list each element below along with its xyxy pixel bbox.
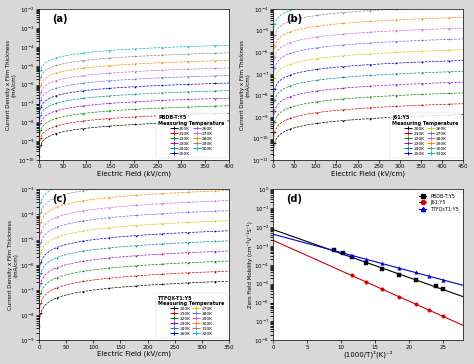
Legend: PBDB-T:Y5, J61:Y5, TTFQsT1:Y5: PBDB-T:Y5, J61:Y5, TTFQsT1:Y5 [417, 192, 461, 213]
Y-axis label: Current Density x Film Thickness
(mA/cm): Current Density x Film Thickness (mA/cm) [6, 40, 17, 130]
Y-axis label: Current Density x Film Thickness
(mA/cm): Current Density x Film Thickness (mA/cm) [240, 40, 251, 130]
Legend: 200K, 210K, 220K, 230K, 240K, 250K, 260K, 270K, 280K, 290K, 300K, 310K: 200K, 210K, 220K, 230K, 240K, 250K, 260K… [390, 113, 461, 158]
X-axis label: Electric Field (kV/cm): Electric Field (kV/cm) [331, 171, 405, 177]
Legend: 200K, 210K, 220K, 230K, 240K, 250K, 260K, 270K, 280K, 290K, 300K: 200K, 210K, 220K, 230K, 240K, 250K, 260K… [156, 113, 227, 158]
Text: (c): (c) [52, 194, 67, 204]
Text: (a): (a) [52, 13, 68, 24]
X-axis label: (1000/T)²(K)⁻²: (1000/T)²(K)⁻² [343, 351, 393, 359]
Y-axis label: Zero Field Mobility (cm⁻²V⁻¹S⁻¹): Zero Field Mobility (cm⁻²V⁻¹S⁻¹) [247, 221, 253, 308]
Y-axis label: Current Density x Film Thickness
(mA/cm): Current Density x Film Thickness (mA/cm) [8, 220, 19, 310]
Legend: 200K, 210K, 220K, 230K, 240K, 260K, 270K, 280K, 290K, 300K, 310K, 320K: 200K, 210K, 220K, 230K, 240K, 260K, 270K… [156, 293, 227, 338]
X-axis label: Electric Field (kV/cm): Electric Field (kV/cm) [97, 351, 171, 357]
Text: (b): (b) [286, 13, 302, 24]
Text: (d): (d) [286, 194, 302, 204]
X-axis label: Electric Field (kV/cm): Electric Field (kV/cm) [97, 171, 171, 177]
